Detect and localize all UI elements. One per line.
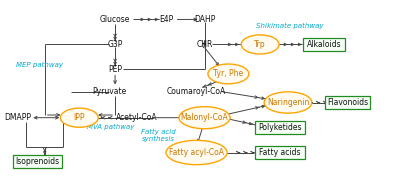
Text: G3P: G3P bbox=[107, 40, 123, 49]
FancyBboxPatch shape bbox=[256, 146, 305, 159]
Text: DAHP: DAHP bbox=[194, 15, 215, 24]
Text: PEP: PEP bbox=[108, 65, 122, 74]
FancyBboxPatch shape bbox=[13, 155, 62, 168]
Text: E4P: E4P bbox=[160, 15, 174, 24]
Text: Tyr, Phe: Tyr, Phe bbox=[213, 69, 244, 78]
Text: Isoprenoids: Isoprenoids bbox=[16, 157, 60, 166]
Ellipse shape bbox=[208, 64, 249, 84]
Text: MVA pathway: MVA pathway bbox=[87, 123, 135, 130]
Text: Fatty acids: Fatty acids bbox=[259, 148, 301, 157]
Ellipse shape bbox=[60, 108, 98, 127]
Text: Polyketides: Polyketides bbox=[258, 123, 302, 132]
Text: IPP: IPP bbox=[74, 113, 85, 122]
Text: Glucose: Glucose bbox=[100, 15, 130, 24]
Ellipse shape bbox=[166, 140, 227, 165]
Text: Fatty acid
synthesis: Fatty acid synthesis bbox=[142, 129, 176, 142]
Text: Flavonoids: Flavonoids bbox=[327, 98, 368, 107]
Text: Naringenin: Naringenin bbox=[267, 98, 309, 107]
Text: Trp: Trp bbox=[254, 40, 266, 49]
Text: Alkaloids: Alkaloids bbox=[306, 40, 341, 49]
Ellipse shape bbox=[264, 92, 312, 113]
Text: Malonyl-CoA: Malonyl-CoA bbox=[181, 113, 228, 122]
Text: MEP pathway: MEP pathway bbox=[16, 62, 63, 68]
Text: Pyruvate: Pyruvate bbox=[92, 87, 126, 96]
FancyBboxPatch shape bbox=[325, 96, 370, 109]
Text: DMAPP: DMAPP bbox=[4, 113, 31, 122]
Ellipse shape bbox=[179, 107, 230, 129]
FancyBboxPatch shape bbox=[256, 121, 305, 134]
Text: CHR: CHR bbox=[196, 40, 213, 49]
FancyBboxPatch shape bbox=[303, 38, 345, 51]
Text: Coumaroyl-CoA: Coumaroyl-CoA bbox=[167, 87, 226, 96]
Text: Shikimate pathway: Shikimate pathway bbox=[256, 23, 324, 29]
Text: Fatty acyl-CoA: Fatty acyl-CoA bbox=[169, 148, 224, 157]
Text: Acetyl-CoA: Acetyl-CoA bbox=[116, 113, 158, 122]
Ellipse shape bbox=[241, 35, 279, 54]
